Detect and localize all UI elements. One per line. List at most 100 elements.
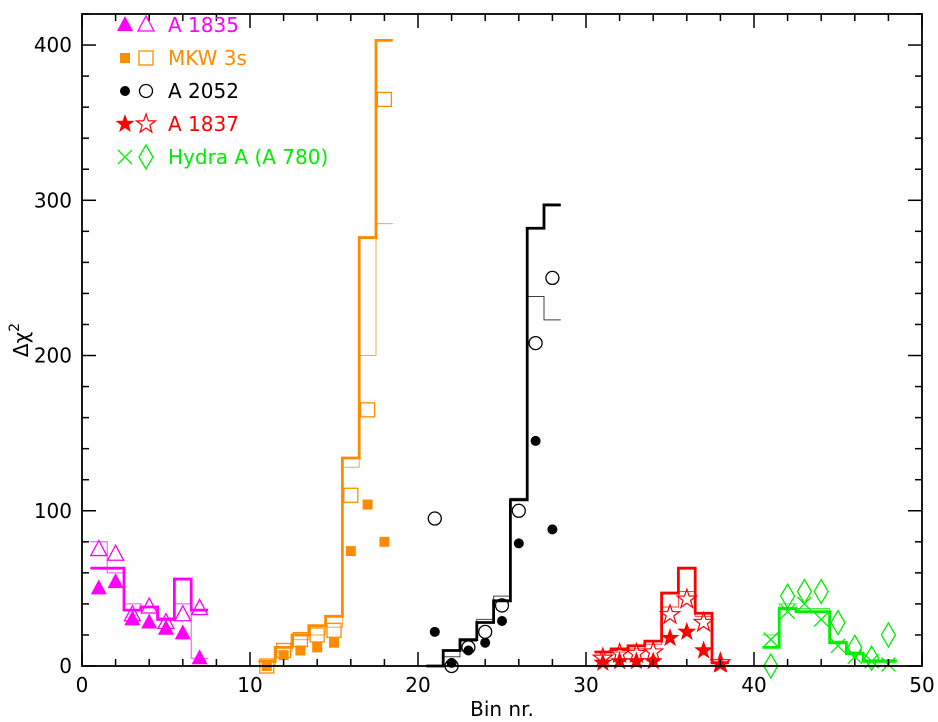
legend-entry: A 1837 [115,112,239,136]
filled-data-point [345,546,356,557]
filled-data-point [362,499,373,510]
filled-data-point [830,638,846,654]
open-data-point [763,652,779,680]
legend-open-marker [138,143,154,171]
open-data-point [779,582,796,610]
legend-entry: A 2052 [120,79,239,103]
axis-tick-labels: 0 10 20 30 40 50 0 100 200 300 400 [34,33,935,697]
filled-data-point [626,651,646,670]
filled-data-point [124,610,141,626]
filled-data-point [694,640,714,659]
open-data-point [880,621,897,649]
filled-data-point [677,621,697,640]
filled-data-point [379,536,390,547]
filled-data-point [497,615,507,626]
filled-data-point [796,596,812,612]
legend: A 1835 MKW 3s A 2052 A 1837 Hydra A (A 780) [115,13,328,171]
x-tick-label: 0 [76,673,89,697]
legend-filled-marker [120,86,130,96]
x-tick-label: 40 [741,673,766,697]
y-axis-label-superscript: 2 [7,323,23,332]
legend-label: A 1837 [168,112,239,136]
legend-filled-marker [115,114,135,133]
open-data-point [190,598,209,616]
filled-data-point [141,613,158,629]
open-data-point [106,543,125,561]
legend-entry: A 1835 [117,13,239,37]
y-tick-label: 400 [34,33,72,57]
filled-data-point [278,650,289,661]
open-data-point [813,578,829,605]
legend-entry: MKW 3s [120,46,247,70]
y-tick-label: 0 [59,654,72,678]
filled-data-point [158,619,174,635]
open-data-point [675,587,699,609]
open-data-point [359,402,376,418]
legend-open-marker [138,50,154,66]
y-axis-label: Δχ2 [7,323,33,357]
x-tick-label: 10 [237,673,262,697]
x-tick-label: 50 [909,673,934,697]
filled-data-point [429,626,440,637]
y-axis-label-main: Δχ [9,332,33,357]
legend-open-marker [136,14,156,32]
filled-data-point [312,642,323,653]
legend-entry: Hydra A (A 780) [117,143,328,171]
legend-label: Hydra A (A 780) [168,145,328,169]
filled-data-point [660,628,680,647]
filled-data-point [295,645,306,656]
legend-open-marker [134,112,158,134]
filled-data-point [480,637,491,648]
filled-data-point [513,538,524,549]
legend-label: MKW 3s [168,46,247,70]
x-tick-label: 20 [405,673,430,697]
thick-step-line [762,607,897,663]
x-tick-label: 30 [573,673,598,697]
open-data-point [309,627,325,643]
open-data-point [343,487,359,503]
filled-data-point [780,604,796,620]
plot-frame [81,13,923,667]
series-a-1835 [89,539,209,665]
filled-data-point [329,637,339,648]
x-axis-label: Bin nr. [470,697,534,721]
axis-ticks [81,13,923,667]
open-data-point [528,335,543,351]
series-hydra-a-a-780 [762,578,897,680]
y-tick-label: 300 [34,188,72,212]
open-data-point [326,622,342,638]
filled-data-point [847,649,863,665]
filled-data-point [107,573,124,589]
thick-step-line [258,38,393,663]
open-data-point [140,596,159,614]
thick-step-line [426,203,561,668]
filled-data-point [191,649,208,665]
filled-data-point [593,652,613,671]
filled-data-point [763,632,779,648]
filled-data-point [813,611,829,627]
y-tick-label: 100 [34,499,72,523]
open-data-point [511,503,526,518]
y-tick-label: 200 [34,344,72,368]
open-data-point [863,644,880,672]
legend-filled-marker [117,16,133,31]
open-data-point [89,539,108,557]
open-data-point [658,602,682,625]
open-data-point [376,91,393,108]
legend-filled-marker [117,149,133,165]
open-data-point [830,609,846,636]
legend-filled-marker [120,53,130,63]
legend-label: A 2052 [168,79,239,103]
filled-data-point [463,645,474,656]
open-data-point [545,270,560,286]
filled-data-point [90,579,107,595]
filled-data-point [174,624,191,640]
legend-open-marker [138,83,154,99]
thick-step-line [90,566,208,621]
filled-data-point [547,524,558,535]
series-a-1837 [591,566,732,673]
open-data-point [173,604,192,622]
open-data-point [692,610,715,633]
